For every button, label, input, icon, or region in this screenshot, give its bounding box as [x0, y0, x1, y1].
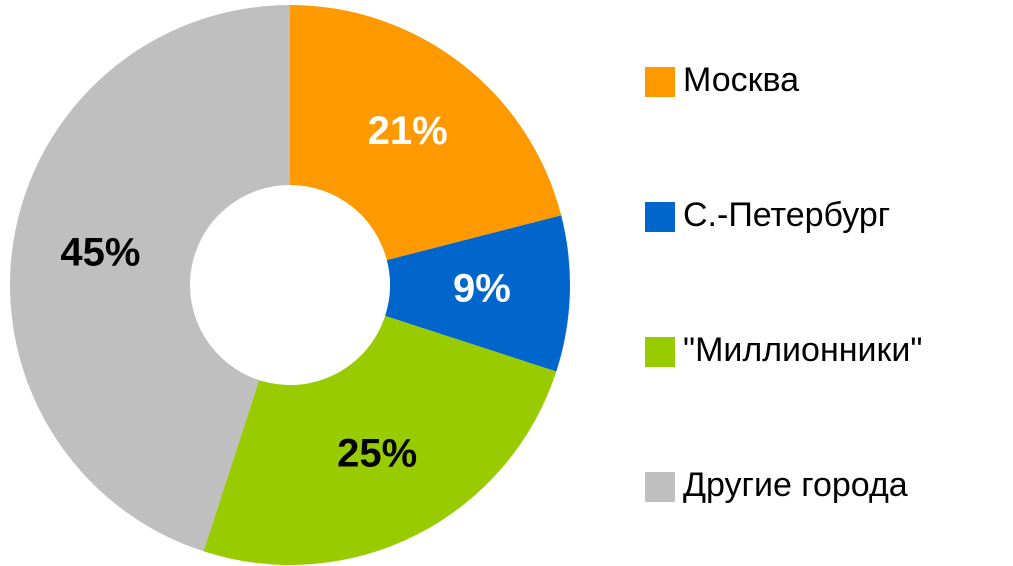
data-label: 21%: [368, 109, 448, 153]
slice: [290, 5, 562, 261]
slice: [10, 5, 291, 552]
legend-swatch: [645, 337, 675, 367]
legend-label: С.-Петербург: [683, 196, 890, 234]
legend-swatch: [645, 202, 675, 232]
legend-label: Другие города: [683, 466, 908, 504]
data-label: 25%: [337, 432, 417, 476]
legend-label: Москва: [683, 61, 799, 99]
legend-label: "Миллионники": [683, 331, 922, 369]
data-label: 9%: [453, 267, 511, 311]
legend-swatch: [645, 67, 675, 97]
slice: [385, 215, 570, 372]
data-label: 45%: [60, 231, 140, 275]
slice: [203, 315, 557, 566]
legend-swatch: [645, 472, 675, 502]
